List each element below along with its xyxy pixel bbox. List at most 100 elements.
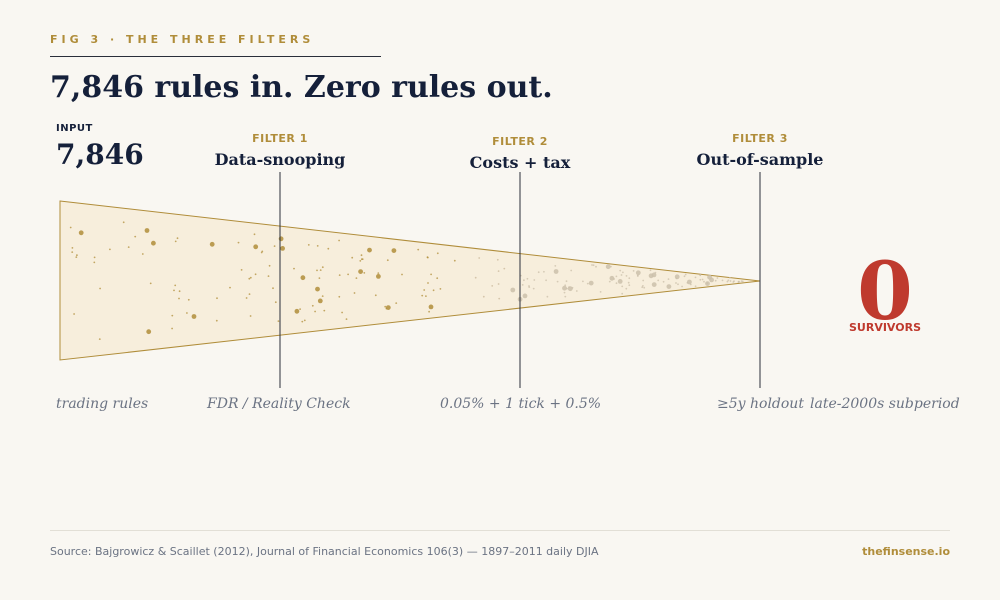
rule-dot	[528, 285, 530, 287]
rule-dot	[359, 260, 362, 262]
rule-dot	[149, 282, 152, 285]
rule-dot	[268, 264, 271, 267]
filter-2-name: Costs + tax	[469, 153, 571, 172]
rule-dot	[625, 275, 628, 277]
rule-dot	[566, 287, 568, 290]
rule-dot	[428, 304, 434, 310]
rule-dot	[391, 248, 397, 254]
rule-dot	[71, 251, 74, 254]
rule-dot	[714, 279, 717, 282]
rule-dot	[215, 319, 218, 322]
rule-dot	[318, 277, 321, 279]
rule-dot	[299, 308, 301, 310]
rule-dot	[240, 269, 243, 271]
rule-dot	[654, 271, 657, 274]
rule-dot	[683, 275, 686, 278]
filter-3-caption: ≥5y holdout	[717, 396, 804, 412]
rule-dot	[248, 293, 251, 295]
rule-dot	[543, 270, 545, 273]
rule-dot	[553, 269, 559, 274]
rule-dot	[563, 291, 566, 294]
rule-dot	[345, 318, 348, 320]
input-caption: trading rules	[56, 396, 149, 412]
rule-dot	[277, 320, 280, 322]
rule-dot	[666, 284, 672, 289]
rule-dot	[575, 290, 578, 292]
rule-dot	[278, 236, 284, 242]
rule-dot	[338, 274, 341, 276]
rule-dot	[641, 286, 644, 289]
rule-dot	[75, 256, 78, 258]
rule-dot	[144, 228, 150, 233]
rule-dot	[186, 312, 188, 314]
rule-dot	[134, 235, 137, 238]
rule-dot	[294, 308, 300, 314]
rule-dot	[565, 280, 568, 283]
rule-dot	[608, 280, 611, 283]
rule-dot	[427, 282, 429, 284]
rule-dot	[358, 269, 363, 274]
rule-dot	[503, 267, 506, 270]
rule-dot	[367, 247, 372, 253]
rule-dot	[562, 285, 567, 291]
rule-dot	[610, 265, 612, 268]
input-value: 7,846	[56, 138, 144, 171]
rule-dot	[254, 273, 257, 276]
rule-dot	[546, 295, 549, 298]
rule-dot	[360, 254, 363, 257]
rule-dot	[248, 277, 251, 280]
input-label: INPUT	[56, 123, 93, 134]
rule-dot	[386, 259, 389, 262]
rule-dot	[363, 272, 366, 274]
rule-dot	[69, 226, 72, 229]
rule-dot	[300, 275, 306, 281]
rule-dot	[642, 279, 645, 282]
rule-dot	[675, 282, 677, 284]
filter-1-name: Data-snooping	[214, 150, 346, 169]
rule-dot	[360, 258, 363, 261]
rule-dot	[701, 278, 704, 281]
rule-dot	[316, 269, 318, 272]
rule-dot	[592, 264, 595, 267]
rule-dot	[478, 257, 481, 259]
rule-dot	[556, 280, 559, 283]
rule-dot	[384, 305, 387, 308]
rule-dot	[401, 273, 403, 276]
rule-dot	[721, 279, 724, 282]
rule-dot	[567, 286, 573, 292]
rule-dot	[699, 278, 702, 281]
rule-dot	[293, 267, 295, 270]
rule-dot	[376, 274, 381, 279]
rule-dot	[677, 283, 679, 286]
rule-dot	[621, 292, 624, 295]
rule-dot	[632, 270, 635, 272]
rule-dot	[622, 271, 624, 274]
rule-dot	[613, 278, 615, 280]
rule-dot	[417, 248, 420, 251]
rule-dot	[127, 246, 130, 249]
rule-dot	[76, 254, 78, 257]
filter-1-caption: FDR / Reality Check	[207, 396, 351, 412]
filter-3-name: Out-of-sample	[696, 150, 824, 169]
rule-dot	[498, 297, 501, 300]
rule-dot	[684, 273, 687, 276]
filter-1-tag: FILTER 1	[252, 132, 308, 145]
rule-dot	[636, 274, 639, 277]
rule-dot	[303, 319, 306, 322]
rule-dot	[595, 265, 597, 268]
rule-dot	[174, 284, 177, 287]
rule-dot	[628, 284, 631, 287]
rule-dot	[564, 295, 567, 298]
rule-dot	[699, 274, 702, 277]
rule-dot	[280, 246, 285, 251]
rule-dot	[707, 274, 712, 280]
rule-dot	[482, 295, 485, 298]
rule-dot	[122, 221, 125, 224]
rule-dot	[706, 282, 709, 285]
rule-dot	[307, 244, 310, 246]
rule-dot	[686, 281, 689, 284]
rule-dot	[729, 280, 732, 282]
rule-dot	[564, 284, 567, 287]
rule-dot	[173, 289, 175, 292]
filter-2-tag: FILTER 2	[492, 135, 548, 148]
